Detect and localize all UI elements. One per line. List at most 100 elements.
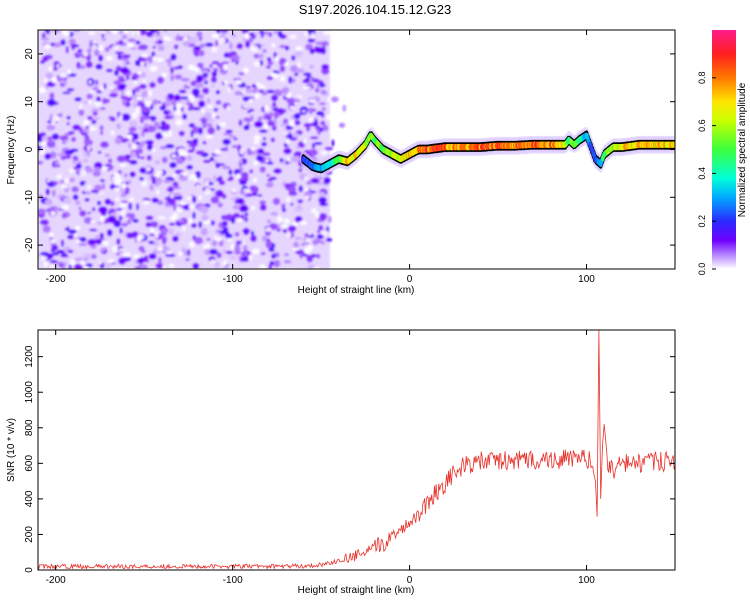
noise-blob [192,125,199,134]
noise-blob [100,130,104,136]
noise-gap [120,210,127,217]
noise-gap [88,80,92,84]
noise-blob [257,116,262,122]
noise-blob [238,162,243,167]
noise-gap [155,57,164,63]
noise-blob [188,36,198,44]
noise-gap [211,113,217,119]
noise-blob [198,100,206,108]
noise-blob [309,76,313,85]
noise-gap [198,195,202,200]
noise-gap [214,149,222,156]
noise-blob [54,159,59,167]
noise-blob [121,113,131,122]
noise-blob [77,48,83,53]
noise-blob [318,102,326,106]
noise-blob [153,241,159,247]
noise-blob [66,88,75,92]
noise-blob [175,233,182,237]
noise-blob [45,188,50,196]
noise-blob [273,168,282,174]
noise-blob [279,157,284,163]
noise-blob [177,219,185,223]
noise-blob [94,49,100,57]
noise-blob [319,202,329,207]
noise-blob [236,42,243,50]
noise-gap [111,45,119,50]
noise-blob [324,146,333,151]
spectrogram-y-ticks: -20 -10 0 10 20 [24,48,675,252]
noise-gap [201,107,205,114]
noise-blob [258,89,265,93]
noise-blob [68,264,72,269]
noise-blob [203,80,209,85]
noise-blob [213,68,219,72]
noise-blob [160,228,169,235]
noise-gap [302,138,307,145]
noise-blob [276,228,281,232]
noise-blob [59,254,70,258]
colorbar-tick-label: 0.6 [697,119,707,132]
noise-gap [203,220,212,225]
noise-blob [170,66,174,74]
noise-blob [238,71,245,76]
noise-gap [142,79,147,84]
x-tick-label: -200 [46,575,66,586]
noise-blob [303,122,312,128]
noise-blob [257,148,265,155]
noise-gap [107,259,115,264]
noise-blob [60,239,65,248]
noise-blob [115,252,121,256]
noise-blob [92,87,99,91]
noise-blob [291,55,296,61]
noise-gap [242,67,249,74]
noise-blob [213,107,218,112]
noise-blob [99,179,105,183]
noise-blob [195,150,205,156]
noise-blob [139,115,145,124]
noise-blob [281,86,290,95]
noise-blob [261,235,268,242]
noise-gap [304,187,310,191]
noise-blob [234,231,240,237]
noise-gap [147,90,153,97]
noise-blob [197,127,203,135]
noise-gap [204,187,211,195]
noise-gap [271,43,276,48]
noise-blob [44,198,53,206]
noise-gap [149,227,154,233]
noise-blob [130,47,138,50]
noise-gap [51,116,60,122]
noise-blob [265,241,273,249]
noise-blob [330,96,339,103]
noise-gap [250,45,259,52]
noise-blob [74,200,81,205]
noise-gap [169,194,175,199]
noise-blob [38,253,41,257]
noise-gap [135,106,140,114]
noise-gap [273,73,280,79]
snr-x-ticks: -200 -100 0 100 [46,330,595,586]
noise-blob [222,248,226,254]
noise-blob [109,212,118,217]
noise-blob [257,194,263,197]
noise-gap [174,108,182,116]
noise-blob [314,46,324,54]
noise-blob [149,30,158,34]
noise-gap [310,208,317,213]
snr-y-axis-label: SNR (10 * v/v) [6,418,17,482]
noise-blob [172,235,179,242]
noise-blob [260,252,266,256]
noise-blob [116,123,121,130]
noise-blob [262,137,266,141]
noise-blob [61,261,68,265]
noise-gap [74,233,78,238]
noise-blob [126,219,132,225]
noise-blob [188,143,198,147]
noise-gap [168,263,175,268]
noise-blob [220,229,230,235]
noise-blob [202,141,207,145]
noise-gap [56,173,62,180]
noise-blob [309,64,314,70]
noise-blob [134,86,141,93]
